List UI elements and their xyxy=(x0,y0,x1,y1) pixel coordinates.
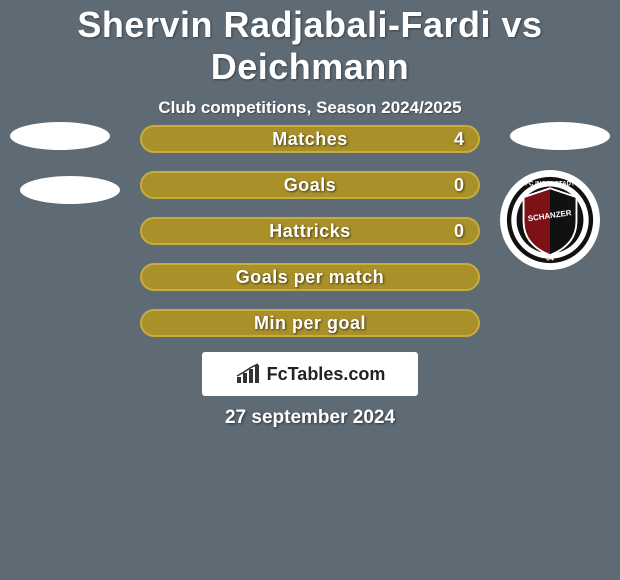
bar-label: Goals per match xyxy=(142,267,478,288)
comparison-card: Shervin Radjabali-Fardi vs Deichmann Clu… xyxy=(0,0,620,580)
bar-label: Matches xyxy=(142,129,478,150)
bar-label: Hattricks xyxy=(142,221,478,242)
bar-label: Goals xyxy=(142,175,478,196)
player-left-avatar-placeholder-1 xyxy=(10,122,110,150)
bar-value-right: 0 xyxy=(454,175,464,196)
comparison-bars: Matches 4 Goals 0 Hattricks 0 Goals per … xyxy=(140,125,480,355)
bar-row-min-per-goal: Min per goal xyxy=(140,309,480,337)
club-badge-right: FC INGOLSTADT 04 SCHANZER xyxy=(500,170,600,270)
player-left-avatar-placeholder-2 xyxy=(20,176,120,204)
bar-value-right: 0 xyxy=(454,221,464,242)
subtitle: Club competitions, Season 2024/2025 xyxy=(0,98,620,118)
branding-box: FcTables.com xyxy=(202,352,418,396)
player-right-avatar-placeholder xyxy=(510,122,610,150)
bar-row-goals-per-match: Goals per match xyxy=(140,263,480,291)
branding-text: FcTables.com xyxy=(267,364,386,385)
bar-row-hattricks: Hattricks 0 xyxy=(140,217,480,245)
fc-ingolstadt-crest-icon: FC INGOLSTADT 04 SCHANZER xyxy=(506,176,594,264)
svg-text:FC INGOLSTADT: FC INGOLSTADT xyxy=(525,181,575,188)
footer-date: 27 september 2024 xyxy=(0,407,620,429)
svg-text:04: 04 xyxy=(546,255,554,262)
bar-label: Min per goal xyxy=(142,313,478,334)
barchart-icon xyxy=(235,363,261,385)
bar-row-matches: Matches 4 xyxy=(140,125,480,153)
bar-value-right: 4 xyxy=(454,129,464,150)
page-title: Shervin Radjabali-Fardi vs Deichmann xyxy=(0,0,620,88)
bar-row-goals: Goals 0 xyxy=(140,171,480,199)
